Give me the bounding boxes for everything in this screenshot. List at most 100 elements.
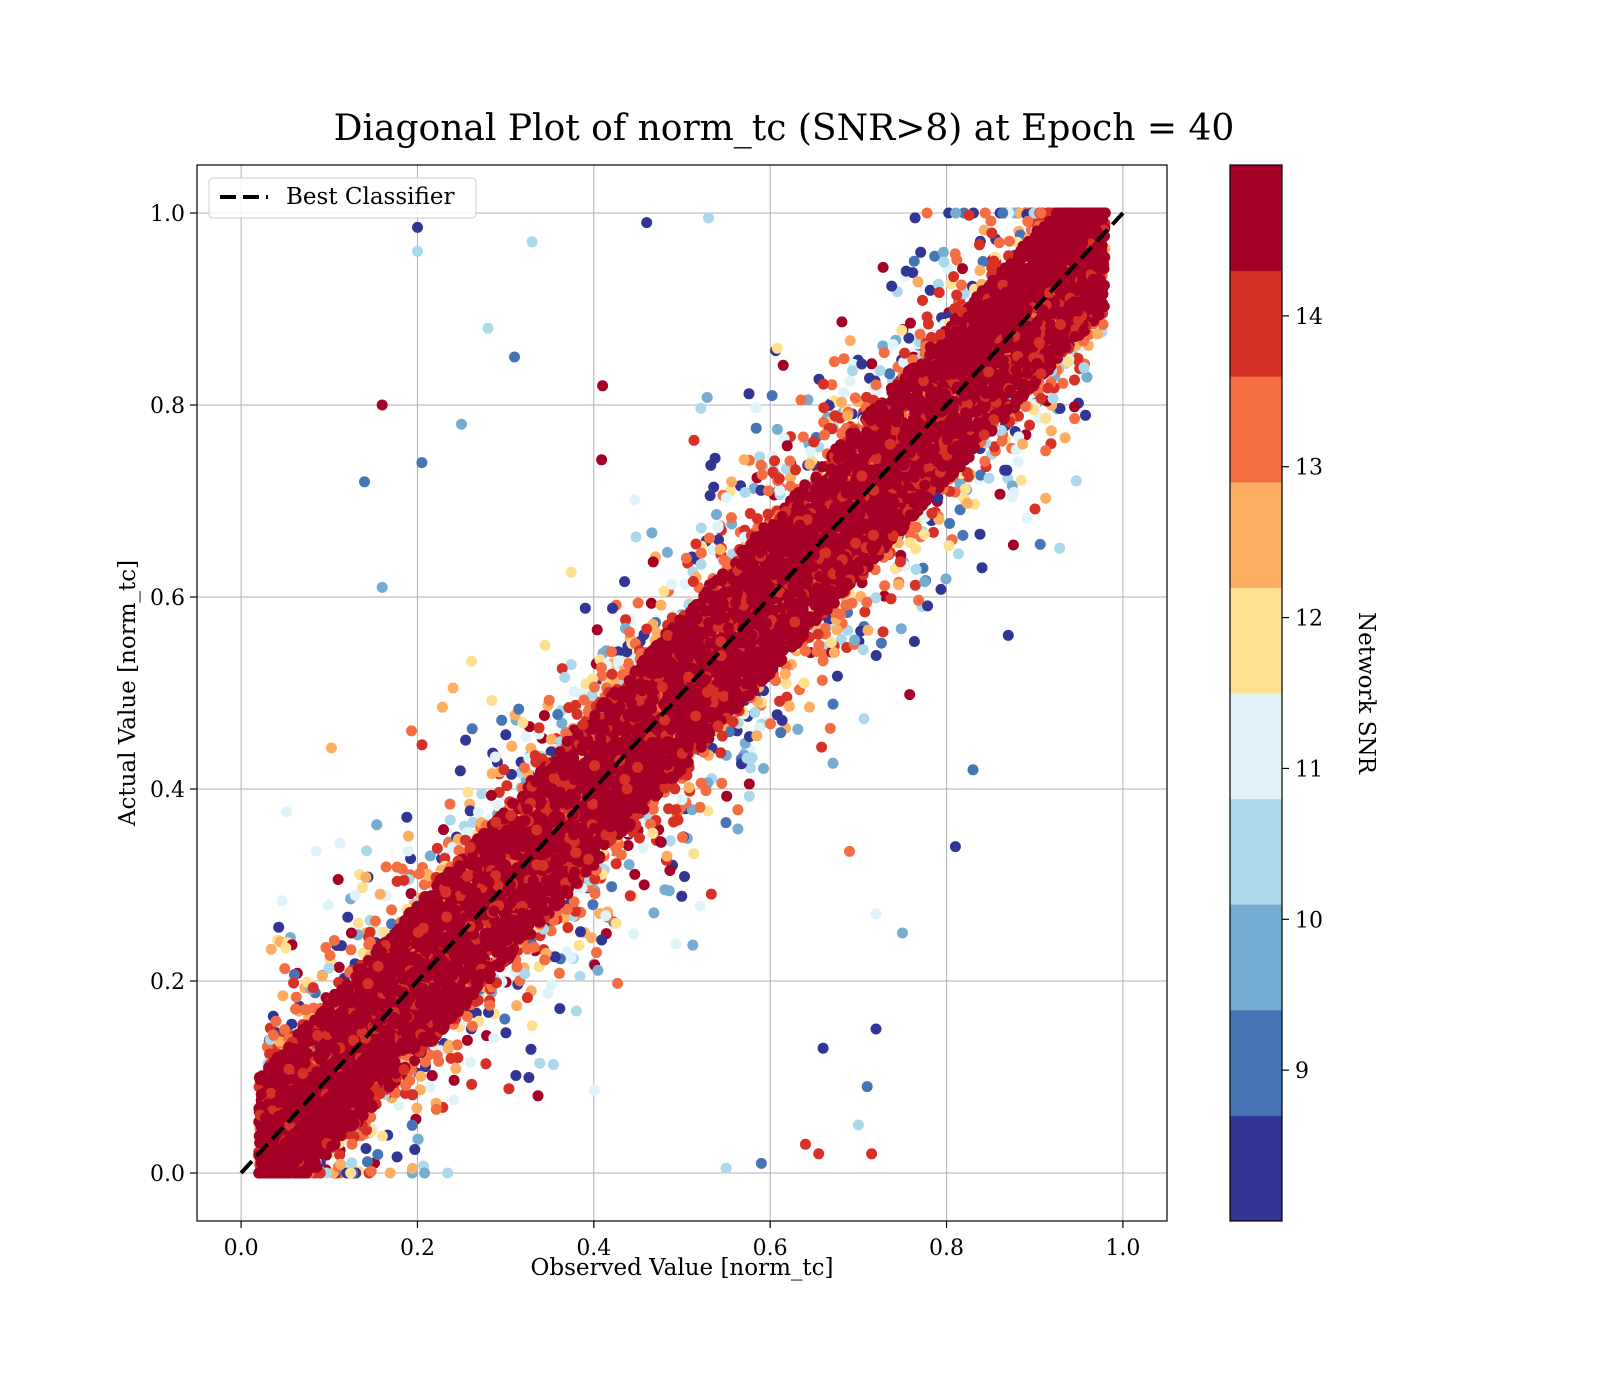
- scatter-point: [1054, 542, 1066, 554]
- scatter-point: [893, 579, 905, 591]
- scatter-point: [780, 678, 792, 689]
- scatter-point: [553, 967, 565, 979]
- scatter-point: [277, 990, 289, 1002]
- scatter-point: [376, 1130, 388, 1142]
- scatter-point: [725, 512, 737, 524]
- scatter-point: [632, 597, 644, 609]
- scatter-point: [909, 579, 921, 591]
- scatter-point: [513, 703, 525, 715]
- scatter-point: [1012, 456, 1024, 468]
- scatter-point: [870, 650, 882, 661]
- scatter-point: [352, 917, 364, 929]
- scatter-point: [963, 209, 975, 221]
- scatter-point: [1040, 445, 1052, 457]
- scatter-point: [393, 1099, 405, 1111]
- scatter-point: [523, 1072, 535, 1083]
- scatter-point: [870, 592, 882, 604]
- scatter-point: [836, 396, 847, 408]
- scatter-point: [402, 845, 414, 857]
- scatter-point: [276, 895, 288, 907]
- scatter-point: [288, 969, 300, 980]
- scatter-point: [827, 757, 839, 769]
- scatter-point: [792, 723, 804, 735]
- scatter-point: [808, 436, 820, 448]
- scatter-point: [406, 1119, 418, 1131]
- scatter-point: [769, 455, 780, 467]
- scatter-point: [977, 256, 989, 267]
- scatter-point: [448, 1094, 460, 1106]
- scatter-point: [694, 801, 706, 813]
- scatter-point: [857, 644, 869, 656]
- scatter-point: [783, 700, 795, 712]
- scatter-point: [554, 1003, 566, 1015]
- scatter-point: [1063, 356, 1074, 367]
- scatter-point: [361, 845, 373, 857]
- scatter-point: [460, 734, 472, 746]
- scatter-point: [775, 727, 787, 739]
- scatter-point: [979, 207, 991, 219]
- scatter-point: [935, 583, 947, 595]
- scatter-point: [827, 698, 839, 710]
- scatter-point: [265, 943, 277, 955]
- scatter-point: [695, 558, 707, 570]
- scatter-point: [401, 811, 413, 823]
- scatter-point: [485, 789, 497, 801]
- scatter-point: [1034, 538, 1046, 550]
- scatter-point: [688, 848, 700, 860]
- scatter-point: [838, 353, 850, 365]
- scatter-point: [645, 597, 657, 609]
- scatter-point: [405, 888, 417, 900]
- scatter-point: [619, 576, 631, 588]
- scatter-point: [517, 717, 529, 729]
- scatter-point: [342, 911, 354, 923]
- scatter-point: [546, 979, 558, 991]
- scatter-point: [438, 824, 449, 836]
- scatter-point: [444, 798, 456, 810]
- scatter-point: [452, 1052, 464, 1064]
- scatter-point: [454, 765, 466, 777]
- scatter-point: [756, 469, 768, 481]
- scatter-point: [1045, 425, 1057, 437]
- scatter-point: [362, 1156, 373, 1168]
- scatter-point: [683, 781, 695, 793]
- scatter-point: [877, 261, 889, 273]
- scatter-point: [1047, 392, 1059, 404]
- scatter-point: [948, 271, 960, 283]
- scatter-point: [589, 888, 601, 900]
- scatter-point: [406, 1162, 418, 1174]
- scatter-point: [766, 390, 778, 402]
- chart-title: Diagonal Plot of norm_tc (SNR>8) at Epoc…: [334, 108, 1235, 149]
- scatter-point: [720, 492, 732, 504]
- scatter-point: [842, 410, 854, 422]
- scatter-point: [904, 689, 916, 701]
- scatter-point: [732, 804, 744, 816]
- scatter-point: [419, 1167, 431, 1179]
- scatter-point: [866, 358, 878, 370]
- scatter-point: [526, 1020, 538, 1032]
- scatter-point: [875, 637, 887, 649]
- scatter-point: [1070, 475, 1082, 487]
- scatter-point: [372, 1149, 384, 1160]
- scatter-point: [565, 659, 577, 671]
- scatter-point: [816, 674, 828, 686]
- scatter-point: [741, 752, 753, 764]
- scatter-point: [332, 874, 344, 885]
- scatter-point: [532, 1090, 544, 1102]
- scatter-point: [591, 947, 602, 958]
- scatter-point: [716, 777, 728, 789]
- scatter-point: [929, 250, 941, 262]
- scatter-point: [993, 237, 1005, 249]
- scatter-point: [818, 402, 830, 414]
- scatter-point: [511, 1000, 523, 1012]
- scatter-point: [556, 663, 568, 675]
- scatter-point: [430, 1103, 442, 1115]
- scatter-point: [858, 713, 870, 725]
- scatter-point: [974, 239, 985, 251]
- scatter-point: [739, 487, 751, 498]
- scatter-point: [588, 1084, 600, 1096]
- scatter-point: [565, 566, 577, 578]
- scatter-point: [466, 1078, 478, 1090]
- scatter-point: [751, 730, 763, 742]
- scatter-point: [884, 368, 896, 380]
- scatter-point: [687, 939, 699, 951]
